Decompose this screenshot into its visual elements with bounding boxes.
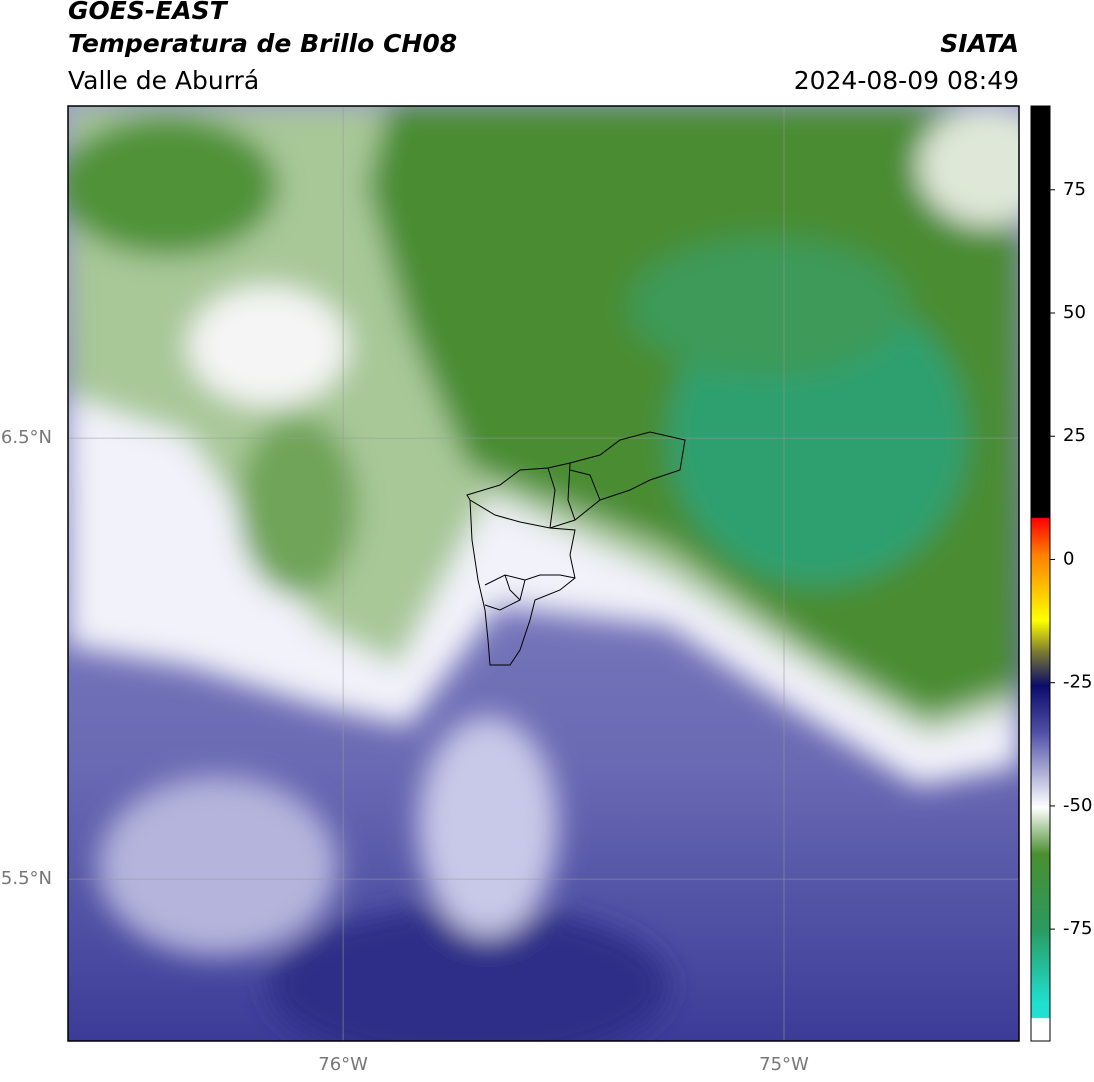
x-tick-label: 75°W [759, 1054, 809, 1075]
region: Valle de Aburrá [68, 66, 259, 95]
colorbar-ticks: 75 50 25 0 -25 -50 -75 [1050, 179, 1092, 939]
graticule [68, 106, 1019, 1041]
agency: SIATA [940, 29, 1019, 58]
colorbar-tick-label: 25 [1063, 425, 1086, 446]
colorbar-tick-label: -75 [1063, 918, 1092, 939]
y-tick-label: 6.5°N [1, 427, 52, 448]
title: GOES-EAST [68, 0, 229, 25]
colorbar-tick-label: 50 [1063, 302, 1086, 323]
colorbar-tick-label: -25 [1063, 672, 1092, 693]
x-tick-label: 76°W [318, 1054, 368, 1075]
municipal-boundaries [466, 431, 686, 666]
y-tick-label: 5.5°N [1, 868, 52, 889]
timestamp: 2024-08-09 08:49 [794, 66, 1019, 95]
subtitle: Temperatura de Brillo CH08 [68, 29, 457, 58]
colorbar [1030, 105, 1051, 1042]
colorbar-tick-label: 75 [1063, 179, 1086, 200]
satellite-image [68, 106, 1019, 1041]
colorbar-tick-label: 0 [1063, 548, 1074, 569]
map-frame [67, 105, 1020, 1042]
colorbar-tick-label: -50 [1063, 795, 1092, 816]
